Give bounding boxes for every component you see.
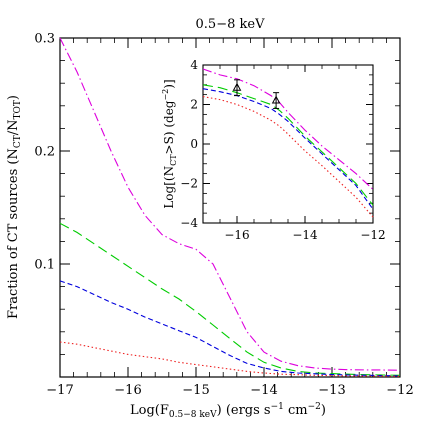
series-line-dot-dash <box>202 68 374 190</box>
inset-axis-ticks: −16 −14 −12 −4 −2 0 2 4 <box>180 58 385 242</box>
series-line-dotted <box>202 96 374 218</box>
x-tick-label: −16 <box>114 383 141 398</box>
x-tick-label: −12 <box>360 228 385 242</box>
y-tick-label: 0.3 <box>34 32 55 47</box>
series-line-dotted <box>59 341 401 377</box>
main-y-axis-label: Fraction of CT sources (NCT/NTOT) <box>6 95 23 319</box>
y-tick-label: 4 <box>190 58 198 72</box>
chart-title: 0.5−8 keV <box>196 17 266 32</box>
inset-series-lines <box>202 68 374 218</box>
x-tick-label: −14 <box>250 383 277 398</box>
main-axis-ticks: −17 −16 −15 −14 −13 −12 0.1 0.2 0.3 <box>34 32 413 398</box>
series-line-long-dash <box>59 222 401 376</box>
y-tick-label: −4 <box>180 216 198 230</box>
main-series-lines <box>59 37 401 377</box>
x-tick-label: −17 <box>46 383 73 398</box>
inset-plot-frame <box>202 64 374 224</box>
y-tick-label: 0.2 <box>34 145 55 160</box>
x-tick-label: −15 <box>182 383 209 398</box>
y-tick-label: 0.1 <box>34 258 55 273</box>
data-point-triangle <box>271 95 281 104</box>
series-line-short-dash <box>59 280 401 377</box>
series-line-dot-dash <box>59 37 401 371</box>
x-tick-label: −12 <box>386 383 413 398</box>
inset-data-points <box>232 79 281 109</box>
inset-y-axis-label: Log[(NCT>S) (deg−2)] <box>161 79 178 208</box>
y-tick-label: 2 <box>190 98 198 112</box>
main-x-axis-label: Log(F0.5−8 keV) (ergs s−1 cm−2) <box>130 402 326 420</box>
main-plot-frame <box>59 37 401 378</box>
series-line-long-dash <box>202 84 374 206</box>
y-tick-label: −2 <box>180 177 198 191</box>
data-point-triangle <box>232 82 242 91</box>
x-tick-label: −13 <box>318 383 345 398</box>
x-tick-label: −16 <box>224 228 249 242</box>
x-tick-label: −14 <box>292 228 318 242</box>
y-tick-label: 0 <box>190 137 198 151</box>
